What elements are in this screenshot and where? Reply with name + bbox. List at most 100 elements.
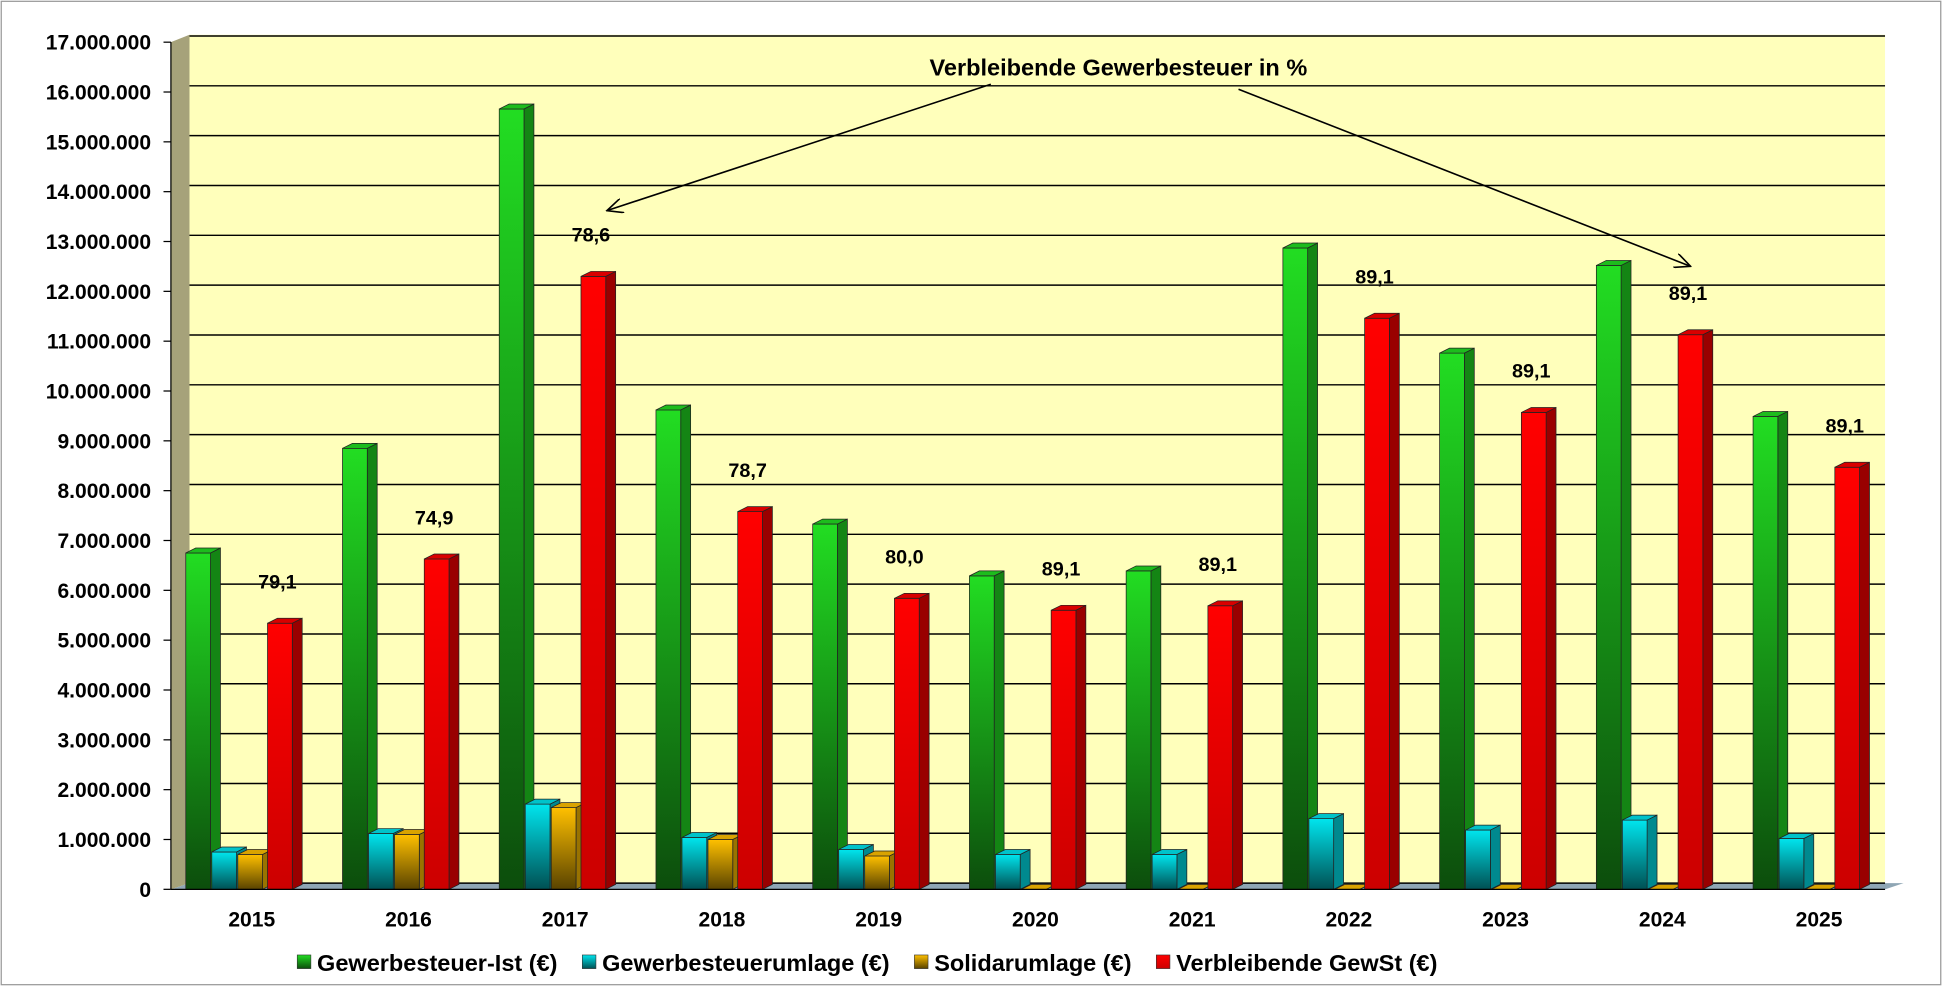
- y-tick-label: 17.000.000: [46, 32, 151, 55]
- bar: [1439, 352, 1465, 890]
- bar-top: [499, 103, 535, 110]
- bar-top: [1834, 461, 1870, 468]
- legend-label: Gewerbesteuer-Ist (€): [317, 950, 557, 976]
- bar: [1595, 265, 1622, 890]
- bar-side: [1075, 604, 1087, 890]
- y-tick-label: 5.000.000: [57, 630, 151, 653]
- bar-side: [762, 506, 773, 890]
- legend-label: Verbleibende GewSt (€): [1176, 950, 1437, 976]
- legend-swatch: [296, 954, 312, 969]
- bar-top: [211, 846, 247, 853]
- bar-side: [1307, 242, 1318, 890]
- bar: [498, 108, 525, 890]
- bar-side: [291, 617, 303, 890]
- y-tick-label: 10.000.000: [46, 380, 151, 403]
- bar-side: [1620, 259, 1632, 890]
- bar-side: [837, 518, 848, 890]
- x-tick-label: 2021: [1169, 908, 1216, 931]
- data-label: 89,1: [1199, 554, 1238, 576]
- bar: [681, 837, 708, 890]
- x-tick-label: 2019: [855, 908, 902, 931]
- data-label: 78,7: [728, 460, 767, 482]
- y-tick-label: 3.000.000: [57, 729, 151, 752]
- y-tick-label: 6.000.000: [57, 580, 151, 603]
- bar-top: [1622, 814, 1658, 821]
- bar: [1834, 466, 1860, 890]
- bar-top: [1752, 411, 1788, 417]
- bar: [368, 833, 394, 890]
- bar-side: [1232, 600, 1243, 890]
- bar-top: [655, 404, 691, 411]
- y-tick-label: 13.000.000: [46, 231, 151, 254]
- x-tick-label: 2025: [1796, 908, 1843, 931]
- bar-top: [1521, 407, 1557, 413]
- bar: [1520, 412, 1547, 890]
- y-tick-label: 9.000.000: [57, 430, 151, 453]
- data-label: 89,1: [1825, 416, 1864, 438]
- bar-top: [1439, 347, 1475, 354]
- bar-top: [1125, 565, 1161, 572]
- y-tick-label: 0: [139, 879, 151, 902]
- y-tick-label: 16.000.000: [46, 81, 151, 104]
- bar-side: [210, 547, 221, 890]
- bar: [394, 834, 420, 890]
- bar-top: [1207, 600, 1243, 607]
- x-tick-label: 2017: [542, 908, 589, 931]
- bar: [1125, 570, 1152, 890]
- x-tick-label: 2022: [1325, 908, 1372, 931]
- x-tick-label: 2018: [699, 908, 746, 931]
- y-tick-label: 7.000.000: [57, 530, 151, 553]
- bar: [342, 447, 368, 890]
- left-wall: [170, 34, 190, 890]
- x-tick-label: 2024: [1639, 908, 1686, 931]
- bar-side: [523, 103, 535, 890]
- bar: [1465, 829, 1491, 890]
- data-label: 78,6: [572, 225, 611, 247]
- y-tick-label: 2.000.000: [57, 779, 151, 802]
- data-label: 80,0: [885, 547, 924, 569]
- bar: [995, 854, 1021, 890]
- bar-side: [680, 404, 692, 890]
- bar: [1207, 605, 1234, 890]
- bar-top: [1778, 833, 1814, 839]
- legend-label: Solidarumlage (€): [934, 950, 1131, 976]
- bar: [1364, 317, 1390, 890]
- bar-top: [1596, 260, 1632, 266]
- bar-top: [681, 832, 717, 838]
- bar-top: [342, 442, 378, 449]
- bar: [864, 855, 890, 890]
- bar-side: [1859, 461, 1870, 890]
- data-label: 89,1: [1355, 267, 1394, 289]
- bar: [969, 575, 995, 890]
- bar-side: [1490, 824, 1501, 890]
- bar-top: [368, 828, 404, 834]
- bar: [185, 552, 211, 890]
- bar-top: [1677, 329, 1713, 336]
- bar: [423, 558, 450, 890]
- bar-top: [812, 518, 848, 525]
- bar: [211, 851, 237, 890]
- bar-side: [1019, 848, 1031, 890]
- bar-side: [1464, 347, 1475, 890]
- bar-side: [1646, 814, 1658, 890]
- bar: [524, 803, 551, 890]
- y-tick-label: 12.000.000: [46, 281, 151, 304]
- bar-top: [1282, 242, 1318, 249]
- bar: [1778, 838, 1805, 890]
- bar-side: [366, 442, 378, 890]
- bar-side: [1777, 410, 1789, 890]
- legend-swatch: [1155, 954, 1171, 969]
- y-tick-label: 1.000.000: [57, 829, 151, 852]
- bar-side: [1389, 312, 1400, 890]
- bar: [1282, 247, 1309, 890]
- bar-top: [737, 506, 773, 512]
- bar-top: [1151, 849, 1188, 855]
- bar: [655, 409, 682, 890]
- bar: [1621, 819, 1648, 890]
- bar: [267, 622, 293, 890]
- x-tick-label: 2016: [385, 908, 432, 931]
- legend-label: Gewerbesteuerumlage (€): [602, 950, 890, 976]
- arrow: [1238, 88, 1691, 266]
- y-tick-label: 4.000.000: [57, 679, 151, 702]
- data-label: 89,1: [1042, 559, 1081, 581]
